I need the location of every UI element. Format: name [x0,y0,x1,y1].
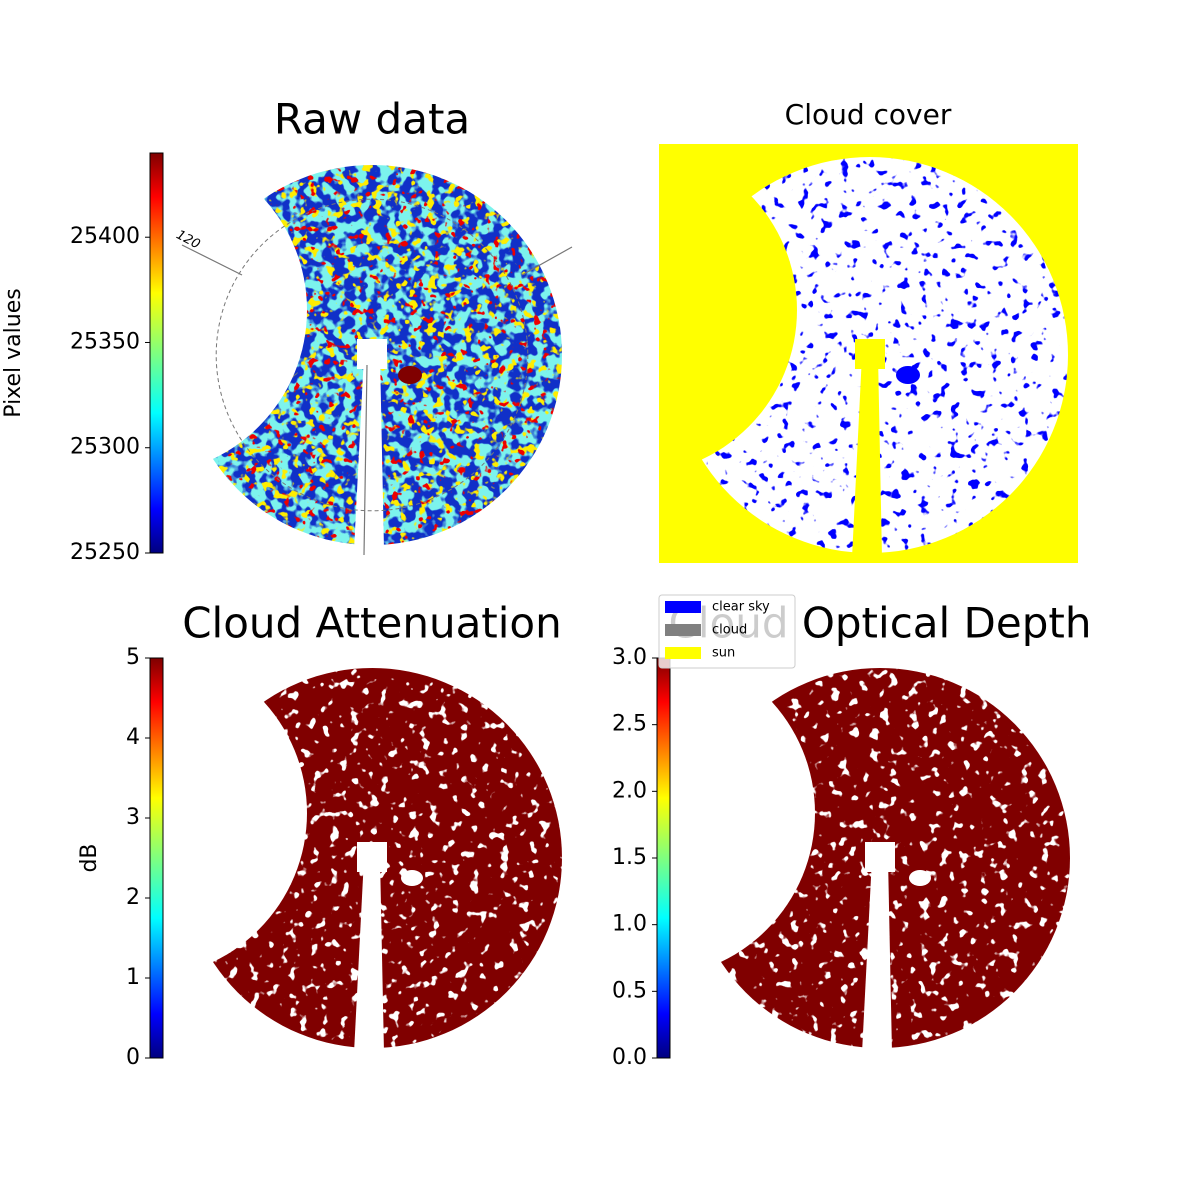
sky-image [690,668,1070,1048]
azimuth-line [363,364,368,556]
sky-image [182,165,562,545]
clear-sky-spots [672,157,1068,553]
legend: clear sky cloud sun [658,594,796,669]
legend-label: sun [712,646,735,661]
colorbar-tick-label: 5 [126,645,140,670]
sky-image [182,668,562,1048]
elevation-ring [215,198,529,512]
spots-red [182,165,562,545]
colorbar [149,657,164,1059]
azimuth-line [521,246,573,276]
sun [398,366,422,384]
colorbar-label: dB [77,843,102,872]
panel [659,144,1078,563]
colorbar-tick-label: 3 [126,805,140,830]
colorbar-label: Pixel values [1,288,26,417]
sun-region [896,366,920,384]
colorbar [656,657,671,1059]
panel [690,668,1070,1048]
sun-gap [401,870,423,886]
sky-image [672,157,1068,553]
colorbar-tick-label: 0.5 [612,978,647,1003]
legend-label: cloud [712,623,747,638]
colorbar-tick-label: 4 [126,725,140,750]
colorbar-tick-label: 25400 [70,224,140,249]
legend-swatch [665,601,701,613]
gaps [182,668,562,1048]
legend-label: clear sky [712,600,770,615]
colorbar-tick-label: 25300 [70,435,140,460]
colorbar-tick-label: 2.0 [612,778,647,803]
azimuth-line [181,244,243,276]
colorbar-tick-label: 1 [126,965,140,990]
legend-swatch [665,647,701,659]
colorbar-tick-label: 1.0 [612,912,647,937]
colorbar-tick-label: 3.0 [612,645,647,670]
panel-title: Cloud cover [785,98,952,131]
colorbar-tick-label: 1.5 [612,845,647,870]
panel-title: Raw data [274,95,470,144]
colorbar-tick-label: 2.5 [612,712,647,737]
panel [182,668,562,1048]
colorbar-tick-label: 0 [126,1045,140,1070]
colorbar [149,152,164,554]
panel-title: Cloud Attenuation [182,599,562,648]
colorbar-tick-label: 2 [126,885,140,910]
panel: 120 [174,165,573,556]
sun-gap [909,870,931,886]
colorbar-tick-label: 25250 [70,540,140,565]
colorbar-tick-label: 25350 [70,329,140,354]
colorbar-tick-label: 0.0 [612,1045,647,1070]
legend-swatch [665,624,701,636]
gaps [690,668,1070,1048]
